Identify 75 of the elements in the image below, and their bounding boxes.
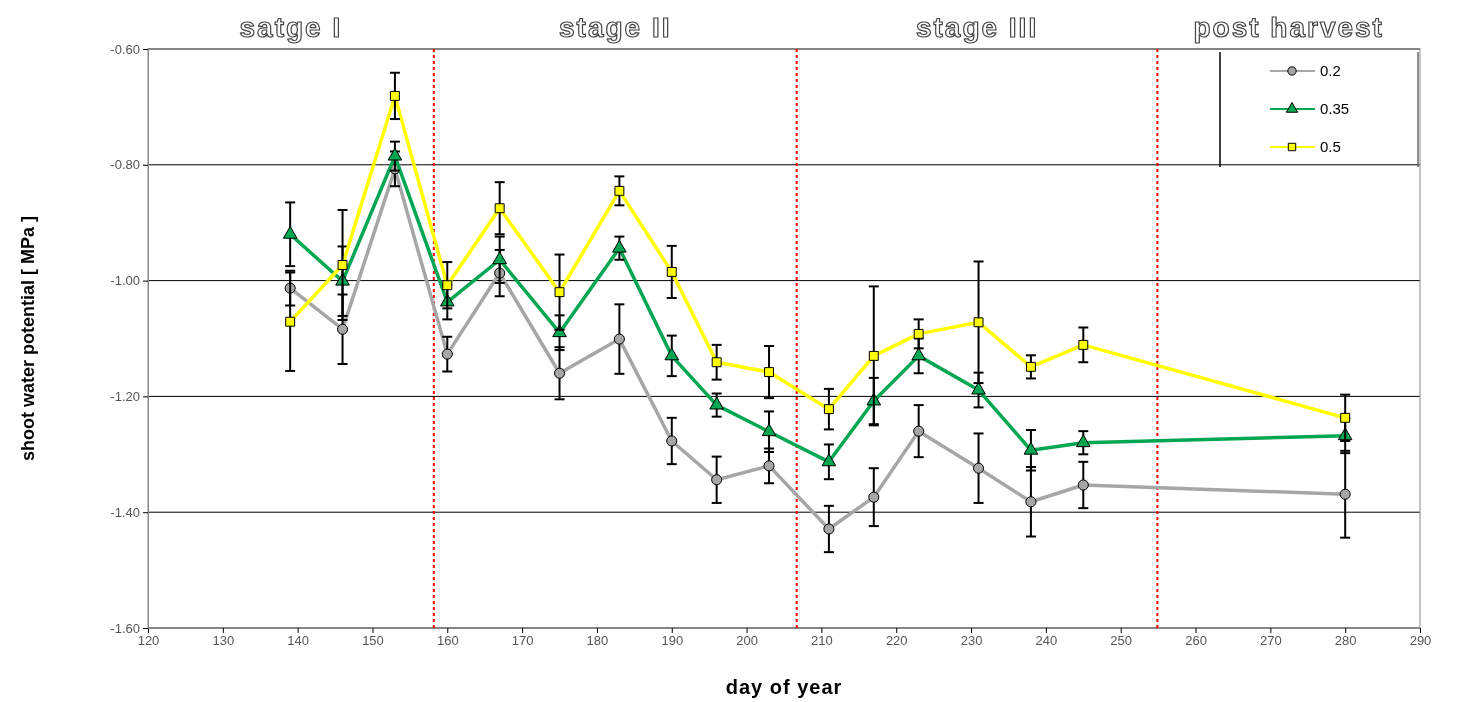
point: [1077, 479, 1089, 491]
y-tick-label: -0.60: [110, 41, 140, 57]
point: [1076, 434, 1091, 448]
x-tick-label: 260: [1185, 633, 1207, 649]
y-tick-label: -0.80: [110, 157, 140, 173]
legend-label: 0.35: [1320, 100, 1350, 117]
x-tick-label: 200: [736, 633, 758, 649]
point: [337, 260, 348, 270]
point: [614, 185, 625, 196]
x-tick-label: 270: [1260, 633, 1282, 649]
x-tick-label: 180: [586, 633, 609, 649]
legend-label: 0.2: [1320, 62, 1341, 79]
y-tick-label: -1.00: [110, 273, 140, 289]
point: [494, 203, 505, 214]
y-tick-label: -1.60: [110, 620, 140, 636]
point: [764, 367, 775, 378]
text: stage II: [559, 12, 672, 43]
point: [1023, 441, 1039, 455]
point: [554, 287, 565, 298]
point: [666, 435, 678, 447]
point: [553, 367, 566, 379]
point: [282, 225, 298, 239]
x-tick-label: 290: [1409, 633, 1432, 649]
x-tick-label: 130: [212, 633, 235, 649]
x-tick-label: 150: [362, 633, 384, 649]
x-tick-label: 160: [436, 633, 459, 649]
y-tick-label: -1.20: [110, 389, 140, 405]
x-tick-label: 230: [960, 633, 983, 649]
point: [913, 425, 925, 437]
y-tick-label: -1.40: [110, 504, 140, 520]
x-tick-label: 280: [1334, 633, 1357, 649]
point: [763, 460, 775, 472]
text: satge I: [239, 12, 343, 43]
point: [821, 453, 837, 467]
point: [973, 317, 984, 328]
point: [492, 251, 507, 265]
point: [1339, 488, 1351, 500]
point: [664, 347, 680, 361]
point: [911, 347, 926, 361]
point: [389, 90, 400, 101]
point: [441, 348, 453, 360]
text: post harvest: [1193, 12, 1384, 43]
legend-label: 0.5: [1320, 138, 1341, 155]
point: [337, 323, 349, 335]
point: [442, 280, 453, 291]
x-axis-title: day of year: [725, 676, 843, 698]
text: stage III: [915, 12, 1039, 43]
y-axis-title: shoot water potential [ MPa ]: [18, 215, 38, 462]
point: [913, 328, 924, 339]
point: [1078, 339, 1089, 350]
x-tick-label: 190: [661, 633, 684, 649]
point: [285, 316, 296, 327]
point: [613, 333, 625, 345]
point: [761, 423, 777, 437]
point: [711, 474, 723, 486]
point: [1025, 361, 1036, 372]
x-tick-label: 140: [287, 633, 309, 649]
point: [711, 357, 722, 368]
point: [612, 239, 627, 253]
x-tick-label: 240: [1035, 633, 1058, 649]
x-tick-label: 220: [885, 633, 908, 649]
point: [1025, 496, 1037, 508]
point: [973, 462, 985, 474]
x-tick-label: 250: [1110, 633, 1133, 649]
x-tick-label: 170: [511, 633, 534, 649]
point: [1340, 412, 1351, 423]
x-tick-label: 210: [811, 633, 833, 649]
point: [709, 396, 724, 410]
point: [823, 404, 834, 415]
point: [868, 491, 880, 503]
point: [868, 350, 879, 361]
x-tick-label: 120: [137, 633, 160, 649]
point: [823, 523, 835, 535]
point: [666, 266, 677, 277]
point: [387, 147, 403, 161]
